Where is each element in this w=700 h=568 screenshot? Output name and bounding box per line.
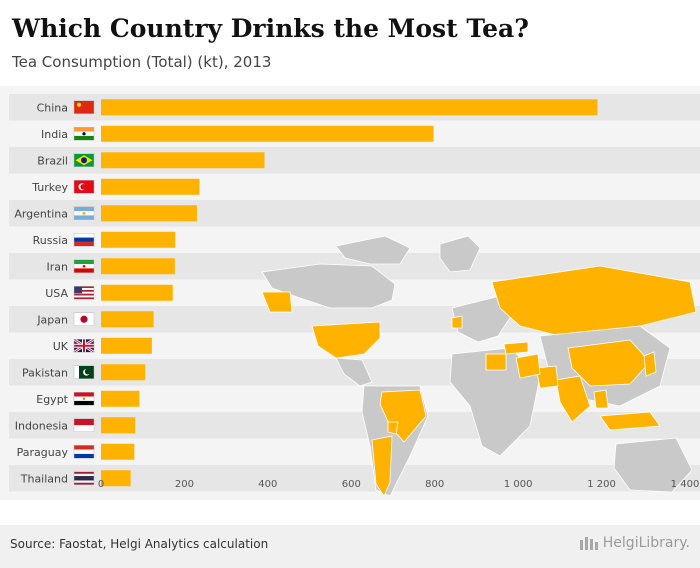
egypt-shape [485,353,507,371]
category-labels: China India Brazil Turkey Argentina Russia Ira… [14,101,68,485]
category-label: Russia [33,234,68,247]
category-label: Argentina [14,207,68,220]
china-shape [567,339,651,387]
australia-shape [613,437,693,493]
bar-egypt [101,390,140,407]
japan-shape [643,351,657,377]
x-tick-label: 800 [425,479,444,490]
bar-uk [101,337,152,354]
category-label: Iran [47,260,69,273]
flag-china-icon [73,100,95,114]
flag-paraguay-icon [73,445,95,459]
bar-chart: China India Brazil Turkey Argentina Russia Ira… [9,94,700,497]
category-label: Egypt [36,393,68,406]
x-tick-label: 600 [342,479,361,490]
brand-name: HelgiLibrary. [602,535,690,551]
chart-footer: Source: Faostat, Helgi Analytics calcula… [0,525,700,568]
category-label: USA [45,287,68,300]
x-tick-label: 1 000 [504,479,533,490]
bar-china [101,99,598,116]
chart-title: Which Country Drinks the Most Tea? [12,14,529,43]
category-label: Paraguay [17,446,69,459]
paraguay-shape [387,421,399,435]
flag-iran-icon [73,259,95,273]
usa-shape [311,321,381,359]
x-tick-label: 0 [98,479,104,490]
bar-brazil [101,152,265,169]
category-label: UK [53,340,69,353]
source-note: Source: Faostat, Helgi Analytics calcula… [10,537,269,551]
x-axis: 0 200 400 600 800 1 000 1 200 1 400 [98,479,700,490]
mexico-shape [335,357,373,387]
bar-russia [101,231,176,248]
x-tick-label: 400 [258,479,277,490]
category-label: Thailand [20,472,68,485]
bar-iran [101,258,175,275]
greenland-shape [439,235,481,273]
library-icon [579,537,598,550]
flag-thailand-icon [73,471,95,485]
uk-shape [451,315,463,329]
chart-header: Which Country Drinks the Most Tea? Tea C… [0,0,700,86]
flag-indonesia-icon [73,418,95,432]
plot-area: China India Brazil Turkey Argentina Russia Ira… [0,86,700,500]
arctic-islands-shape [335,235,411,265]
world-map [261,235,697,497]
category-label: Brazil [37,154,68,167]
category-label: India [41,128,68,141]
category-label: Pakistan [22,366,68,379]
flag-argentina-icon [73,206,95,220]
bar-thailand [101,470,131,487]
bar-paraguay [101,443,135,460]
flag-turkey-icon [73,180,95,194]
flag-brazil-icon [73,153,95,167]
flag-japan-icon [73,312,95,326]
chart-subtitle: Tea Consumption (Total) (kt), 2013 [12,53,272,71]
category-label: China [37,101,68,114]
bar-usa [101,284,173,301]
flag-egypt-icon [73,392,95,406]
brazil-shape [379,389,427,443]
category-label: Indonesia [15,419,68,432]
bar-indonesia [101,417,136,434]
bar-india [101,125,434,142]
indonesia-shape [599,411,661,431]
alaska-shape [261,291,293,313]
bar-japan [101,311,154,328]
bar-argentina [101,205,197,222]
x-tick-label: 1 200 [587,479,616,490]
x-tick-label: 1 400 [671,479,700,490]
turkey-shape [503,341,529,355]
category-label: Turkey [31,181,68,194]
brand-logo: HelgiLibrary. [579,535,690,551]
flag-uk-icon [73,338,95,354]
flags [73,100,95,485]
thailand-shape [593,389,609,409]
flag-russia-icon [73,233,95,247]
iran-shape [515,353,541,379]
bar-turkey [101,178,200,195]
flag-india-icon [73,127,95,141]
flag-usa-icon [73,286,95,300]
pakistan-shape [535,365,559,389]
x-tick-label: 200 [175,479,194,490]
argentina-shape [371,435,393,497]
flag-pakistan-icon [73,365,95,379]
bars [101,99,598,487]
bar-pakistan [101,364,146,381]
category-label: Japan [36,313,68,326]
india-shape [555,375,591,423]
